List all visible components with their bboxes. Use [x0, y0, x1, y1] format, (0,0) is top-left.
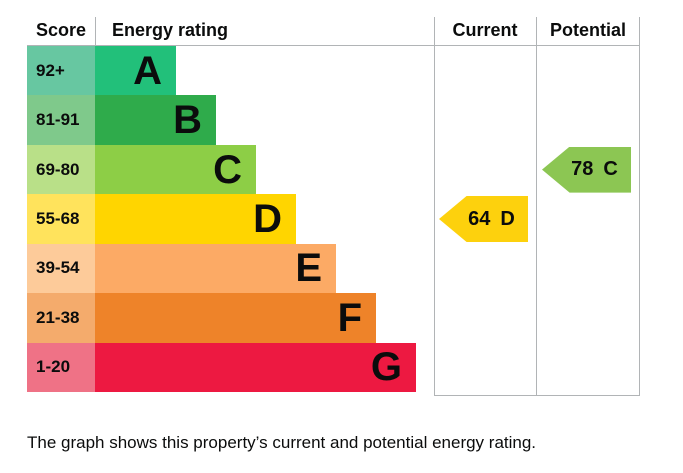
rating-bands: 92+ A 81-91 B 69-80 C 55-68 D 39-54 E 21-38 F 1-20 G: [27, 46, 640, 392]
current-column-left-border: [434, 17, 435, 396]
band-letter-d: D: [253, 196, 282, 241]
score-range-c: 69-80: [27, 144, 95, 195]
rating-bar-f: F: [95, 293, 376, 343]
table-right-border: [639, 17, 640, 396]
rating-bar-b: B: [95, 95, 216, 145]
rating-bar-e: E: [95, 243, 336, 294]
rating-bar-d: D: [95, 194, 296, 244]
columns-bottom-border: [434, 395, 640, 396]
rating-bar-g: G: [95, 342, 416, 392]
current-rating-letter: D: [500, 207, 515, 230]
potential-rating-score: 78: [571, 158, 594, 181]
potential-rating-arrow: 78 C: [542, 146, 631, 193]
score-rating-divider: [95, 17, 96, 45]
band-row-b: 81-91 B: [27, 95, 640, 145]
potential-column-left-border: [536, 17, 537, 396]
band-row-e: 39-54 E: [27, 243, 640, 294]
band-row-g: 1-20 G: [27, 342, 640, 392]
header-underline: [27, 45, 640, 46]
band-letter-c: C: [213, 147, 242, 192]
band-letter-e: E: [295, 246, 322, 291]
score-range-a: 92+: [27, 46, 95, 96]
band-row-c: 69-80 C: [27, 144, 640, 195]
band-row-a: 92+ A: [27, 46, 640, 96]
current-rating-score: 64: [468, 207, 491, 230]
band-row-d: 55-68 D: [27, 194, 640, 244]
potential-rating-letter: C: [603, 158, 618, 181]
rating-table: Score Energy rating Current Potential 92…: [27, 17, 640, 396]
graph-caption: The graph shows this property’s current …: [27, 433, 537, 452]
rating-bar-c: C: [95, 144, 256, 195]
score-range-g: 1-20: [27, 342, 95, 392]
rating-bar-a: A: [95, 46, 176, 96]
current-column-header: Current: [452, 20, 518, 40]
band-letter-b: B: [173, 98, 202, 143]
band-letter-f: F: [337, 295, 362, 340]
band-letter-a: A: [133, 48, 162, 93]
band-letter-g: G: [370, 345, 402, 390]
score-range-e: 39-54: [27, 243, 95, 294]
potential-column-header: Potential: [549, 20, 626, 40]
score-range-b: 81-91: [27, 95, 95, 145]
score-range-d: 55-68: [27, 194, 95, 244]
score-column-header: Score: [35, 20, 87, 40]
score-range-f: 21-38: [27, 293, 95, 343]
band-row-f: 21-38 F: [27, 293, 640, 343]
energy-rating-column-header: Energy rating: [112, 20, 229, 40]
